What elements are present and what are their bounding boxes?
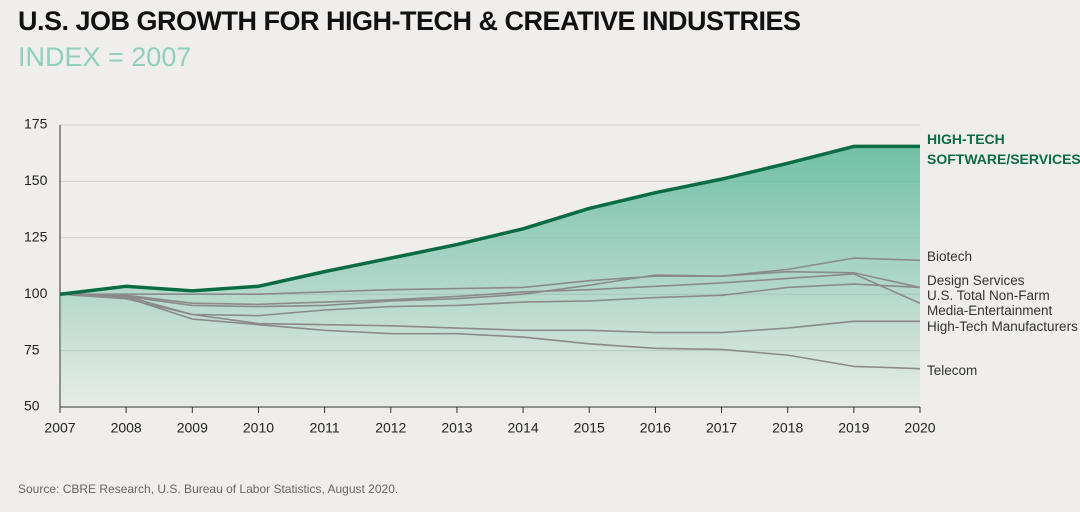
x-tick-label: 2019 — [838, 420, 869, 436]
series-line — [59, 273, 921, 306]
series-label: Media-Entertainment — [927, 302, 1053, 318]
series-label: Biotech — [927, 248, 973, 264]
series-label: High-Tech Manufacturers — [927, 318, 1078, 334]
x-tick-label: 2018 — [772, 420, 803, 436]
y-tick-label: 175 — [24, 116, 48, 132]
x-tick-label: 2013 — [441, 420, 472, 436]
series-line — [59, 293, 921, 370]
y-tick-label: 100 — [24, 285, 48, 301]
area — [60, 146, 920, 407]
x-tick-label: 2008 — [111, 420, 142, 436]
source-note: Source: CBRE Research, U.S. Bureau of La… — [18, 482, 399, 496]
series-line — [60, 257, 921, 295]
y-tick-label: 75 — [24, 341, 40, 357]
series-label: Telecom — [927, 362, 978, 378]
series-label: HIGH-TECH SOFTWARE/SERVICES — [927, 131, 1080, 167]
x-tick-label: 2012 — [375, 420, 406, 436]
x-tick-label: 2011 — [310, 420, 340, 436]
chart-title: U.S. JOB GROWTH FOR HIGH-TECH & CREATIVE… — [18, 6, 801, 36]
series-line — [59, 144, 920, 296]
x-tick-label: 2020 — [904, 420, 935, 436]
y-tick-label: 150 — [24, 172, 48, 188]
chart-subtitle: INDEX = 2007 — [18, 42, 192, 72]
y-tick-label: 125 — [24, 229, 48, 245]
x-tick-label: 2016 — [640, 420, 671, 436]
series-label: Design Services — [927, 272, 1025, 288]
series-label: U.S. Total Non-Farm — [927, 287, 1050, 303]
x-tick-label: 2010 — [243, 420, 274, 436]
x-tick-label: 2009 — [177, 420, 208, 436]
series-line — [59, 270, 921, 308]
y-tick-label: 50 — [24, 398, 40, 414]
x-tick-label: 2015 — [574, 420, 605, 436]
x-tick-label: 2014 — [507, 420, 538, 436]
x-tick-label: 2017 — [706, 420, 737, 436]
x-tick-label: 2007 — [44, 420, 75, 436]
series-line — [59, 293, 920, 334]
series-line — [59, 283, 921, 317]
